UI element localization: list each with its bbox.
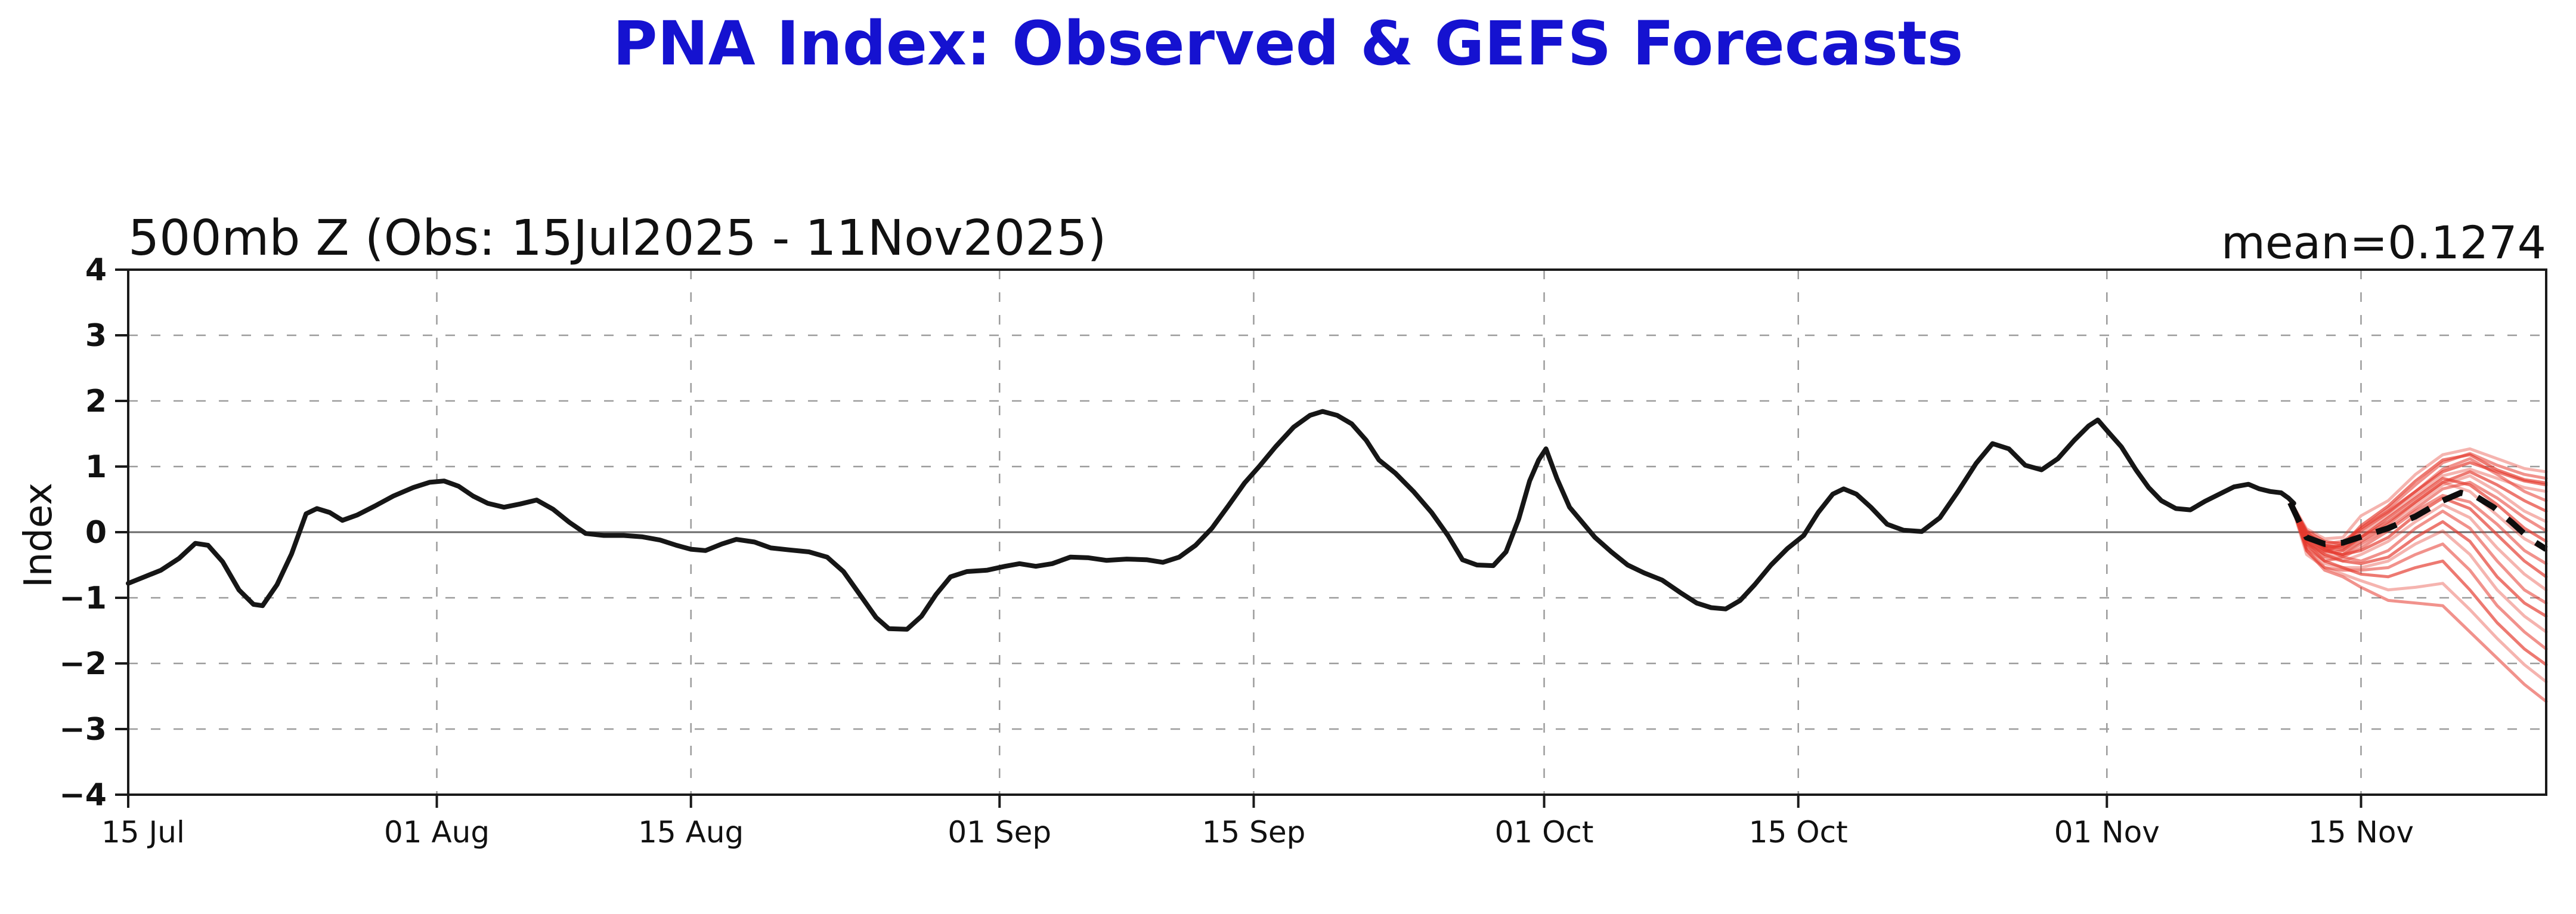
x-tick-label: 01 Sep: [948, 815, 1051, 850]
x-tick-label: 15 Aug: [638, 815, 744, 850]
x-tick-label: 01 Aug: [384, 815, 490, 850]
ensemble-member-line: [2289, 480, 2548, 559]
y-tick-label: 1: [85, 449, 107, 485]
y-tick-label: 4: [85, 252, 107, 288]
ensemble-member-line: [2289, 447, 2548, 541]
page-title: PNA Index: Observed & GEFS Forecasts: [612, 8, 1964, 79]
y-tick-label: −3: [59, 712, 107, 748]
y-tick-label: −4: [59, 777, 107, 813]
observed-line: [126, 409, 2296, 632]
x-tick-label: 15 Oct: [1749, 815, 1848, 850]
x-tick-label: 15 Jul: [101, 815, 185, 850]
y-tick-label: −1: [59, 580, 107, 616]
ensemble-member-line: [2289, 499, 2548, 618]
chart-subtitle: 500mb Z (Obs: 15Jul2025 - 11Nov2025): [128, 210, 1107, 267]
y-axis-title: Index: [17, 482, 61, 588]
x-tick-label: 15 Nov: [2308, 815, 2414, 850]
y-tick-label: 3: [85, 318, 107, 354]
ensemble-member-line: [2289, 499, 2548, 666]
mean-annotation: mean=0.1274: [2221, 216, 2546, 269]
ensemble-member-line: [2289, 499, 2548, 634]
ensemble-member-line: [2289, 499, 2548, 703]
y-tick-label: −2: [59, 646, 107, 682]
y-tick-label: 0: [85, 515, 107, 551]
x-tick-label: 15 Sep: [1202, 815, 1306, 850]
ensemble-member-line: [2289, 496, 2548, 579]
x-tick-label: 01 Oct: [1495, 815, 1594, 850]
ensemble-mean-line: [2287, 490, 2548, 552]
ensemble-member-line: [2289, 499, 2548, 592]
x-tick-label: 01 Nov: [2054, 815, 2160, 850]
y-tick-label: 2: [85, 384, 107, 419]
